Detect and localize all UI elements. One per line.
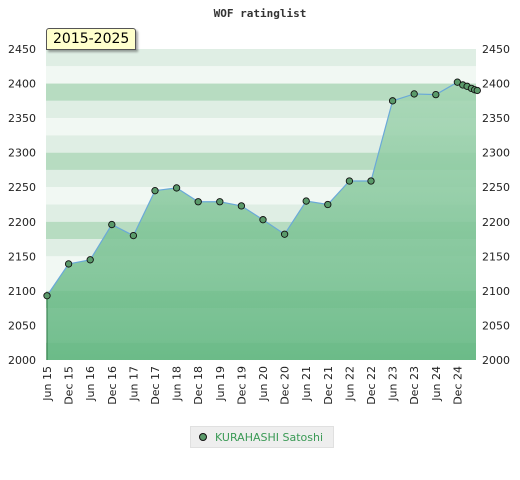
y-axis-left: 2000 2050 2100 2150 2200 2250 2300 2350 2400 2450 (8, 43, 36, 367)
x-tick-label: Jun 23 (387, 366, 400, 402)
y-tick-label-right: 2300 (482, 147, 510, 160)
x-axis: Jun 15 Dec 15 Jun 16 Dec 16 Jun 17 Dec 17 Jun … (41, 366, 464, 405)
data-point[interactable] (108, 220, 116, 229)
x-tick-label: Dec 21 (322, 366, 335, 405)
y-tick-label-left: 2400 (8, 78, 36, 91)
data-point[interactable] (473, 86, 481, 95)
legend-label: KURAHASHI Satoshi (215, 430, 324, 444)
data-point[interactable] (129, 231, 138, 240)
x-tick-label: Dec 22 (365, 366, 378, 405)
data-point[interactable] (345, 177, 354, 185)
x-tick-label: Jun 17 (127, 366, 140, 402)
x-tick-label: Jun 18 (171, 366, 184, 402)
x-tick-label: Jun 24 (430, 366, 443, 402)
legend[interactable]: KURAHASHI Satoshi (190, 426, 334, 448)
y-tick-label-left: 2250 (8, 181, 36, 194)
y-tick-label-left: 2050 (8, 319, 36, 332)
data-point[interactable] (367, 177, 375, 185)
data-point[interactable] (216, 198, 224, 206)
grid-band (46, 135, 476, 153)
grid-band (46, 49, 476, 67)
y-tick-label-right: 2150 (482, 250, 510, 263)
data-point[interactable] (280, 230, 289, 238)
y-tick-label-left: 2000 (8, 354, 36, 367)
data-point[interactable] (302, 197, 310, 205)
x-tick-label: Jun 22 (343, 366, 356, 402)
x-tick-label: Dec 17 (149, 366, 162, 405)
grid-band (46, 118, 476, 136)
data-point[interactable] (237, 202, 246, 210)
data-point[interactable] (151, 187, 159, 195)
period-label: 2015-2025 (46, 28, 137, 50)
y-tick-label-left: 2450 (8, 43, 36, 56)
y-tick-label-left: 2200 (8, 216, 36, 229)
chart-title: WOF ratinglist (214, 7, 307, 20)
y-tick-label-left: 2300 (8, 147, 36, 160)
grid-band (46, 100, 476, 119)
y-tick-label-left: 2100 (8, 285, 36, 298)
grid-band (46, 66, 476, 84)
x-tick-label: Dec 16 (106, 366, 119, 405)
grid-band (46, 152, 476, 170)
x-tick-label: Dec 23 (408, 366, 421, 405)
x-tick-label: Jun 15 (41, 366, 54, 402)
data-point[interactable] (259, 216, 267, 224)
data-point[interactable] (64, 260, 73, 268)
data-point[interactable] (432, 90, 440, 99)
data-point[interactable] (172, 184, 181, 192)
y-tick-label-right: 2000 (482, 354, 510, 367)
y-tick-label-right: 2100 (482, 285, 510, 298)
y-tick-label-right: 2400 (482, 78, 510, 91)
data-point[interactable] (324, 200, 332, 209)
y-tick-label-right: 2050 (482, 319, 510, 332)
y-tick-label-left: 2150 (8, 250, 36, 263)
data-point[interactable] (194, 198, 202, 206)
x-tick-label: Dec 20 (279, 366, 292, 405)
x-tick-label: Dec 24 (451, 366, 464, 405)
grid-band (46, 83, 476, 101)
x-tick-label: Jun 16 (84, 366, 97, 402)
x-tick-label: Jun 19 (214, 366, 227, 402)
x-tick-label: Dec 18 (192, 366, 205, 405)
x-tick-label: Dec 19 (235, 366, 248, 405)
y-tick-label-left: 2350 (8, 112, 36, 125)
data-point[interactable] (388, 97, 397, 105)
y-tick-label-right: 2200 (482, 216, 510, 229)
x-tick-label: Jun 20 (257, 366, 270, 402)
data-point[interactable] (86, 256, 94, 264)
data-point[interactable] (410, 90, 418, 98)
x-tick-label: Dec 15 (63, 366, 76, 405)
x-tick-label: Jun 21 (300, 366, 313, 402)
y-tick-label-right: 2350 (482, 112, 510, 125)
y-tick-label-right: 2450 (482, 43, 510, 56)
legend-marker-icon (199, 433, 207, 441)
y-tick-label-right: 2250 (482, 181, 510, 194)
data-point[interactable] (43, 292, 51, 300)
data-points (43, 78, 481, 300)
y-axis-right: 2000 2050 2100 2150 2200 2250 2300 2350 2400 2450 (482, 43, 510, 367)
